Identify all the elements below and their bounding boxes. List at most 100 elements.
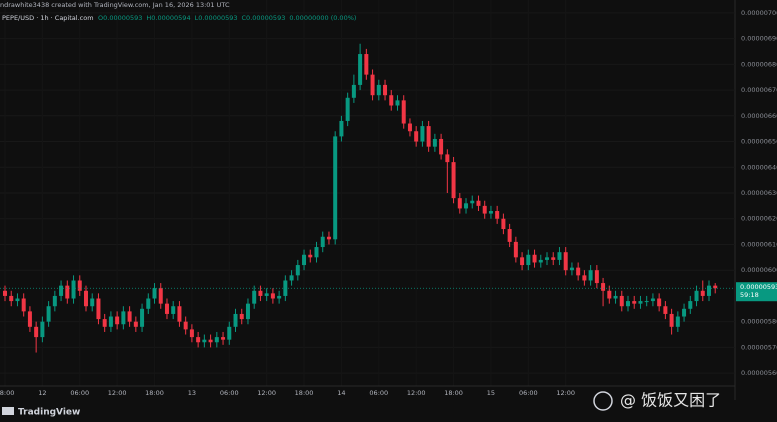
ohlc-value: H0.00000594 xyxy=(146,14,190,22)
candle-body xyxy=(339,120,344,137)
candle-body xyxy=(227,326,232,340)
candle-body xyxy=(108,316,113,327)
candle-body xyxy=(71,280,76,299)
candle-body xyxy=(171,306,176,314)
candle-body xyxy=(40,321,45,338)
candle-body xyxy=(9,295,14,302)
candle-body xyxy=(451,162,456,199)
candle-body xyxy=(102,319,107,327)
candle-body xyxy=(650,298,655,302)
candle-body xyxy=(364,54,369,75)
candle-body xyxy=(152,288,157,299)
candle-body xyxy=(127,311,132,322)
candle-body xyxy=(115,316,120,325)
watermark: @ 饭饭又困了 xyxy=(620,391,721,410)
candle-body xyxy=(644,301,649,303)
candle-body xyxy=(657,298,662,307)
ohlc-value: C0.00000593 xyxy=(242,14,286,22)
candle-body xyxy=(83,290,88,307)
y-tick-label: 0.00000620 xyxy=(741,215,777,223)
candle-body xyxy=(713,285,718,289)
candle-body xyxy=(183,321,188,330)
candle-body xyxy=(445,154,450,163)
candle-body xyxy=(77,280,82,291)
candle-body xyxy=(252,290,257,304)
candle-body xyxy=(121,311,126,325)
candle-body xyxy=(320,236,325,248)
x-tick-label: 06:00 xyxy=(220,389,239,397)
candle-body xyxy=(414,131,419,142)
candle-body xyxy=(569,267,574,271)
candle-body xyxy=(470,200,475,204)
x-tick-label: 06:00 xyxy=(70,389,89,397)
y-tick-label: 0.00000610 xyxy=(741,240,777,248)
y-tick-label: 0.00000700 xyxy=(741,9,777,17)
candle-body xyxy=(333,136,338,240)
candle-body xyxy=(420,126,425,142)
candle-body xyxy=(675,316,680,327)
candle-body xyxy=(426,126,431,147)
logo: TradingView xyxy=(18,408,80,418)
candle-body xyxy=(208,339,213,343)
y-tick-label: 0.00000570 xyxy=(741,343,777,351)
candle-body xyxy=(326,236,331,240)
candle-body xyxy=(233,313,238,327)
candle-body xyxy=(133,321,138,327)
candle-body xyxy=(545,257,550,260)
credit: andrawhite3438 created with TradingView.… xyxy=(0,1,230,9)
candle-body xyxy=(439,138,444,155)
candle-body xyxy=(669,313,674,327)
candle-body xyxy=(164,303,169,314)
candle-body xyxy=(401,100,406,124)
x-tick-label: 14 xyxy=(337,389,345,397)
candle-body xyxy=(476,200,481,206)
candle-body xyxy=(538,259,543,263)
y-tick-label: 0.00000630 xyxy=(741,189,777,197)
candle-body xyxy=(90,298,95,307)
candle-body xyxy=(59,285,64,296)
candle-body xyxy=(270,293,275,299)
candle-body xyxy=(158,288,163,304)
candle-body xyxy=(619,295,624,307)
candle-body xyxy=(314,247,319,258)
candle-body xyxy=(177,306,182,322)
x-tick-label: 13 xyxy=(188,389,196,397)
candle-body xyxy=(694,290,699,302)
candle-body xyxy=(582,275,587,281)
y-tick-label: 0.00000580 xyxy=(741,318,777,326)
candle-body xyxy=(464,203,469,209)
ohlc-value: L0.00000593 xyxy=(195,14,238,22)
logo-icon xyxy=(2,407,14,415)
candle-body xyxy=(52,295,57,307)
candle-body xyxy=(576,267,581,276)
candle-body xyxy=(245,303,250,320)
x-tick-label: 18:00 xyxy=(295,389,314,397)
candle-body xyxy=(146,298,151,309)
candle-body xyxy=(663,306,668,314)
x-tick-label: 18:00 xyxy=(0,389,14,397)
candle-body xyxy=(513,241,518,258)
candle-body xyxy=(607,290,612,299)
x-tick-label: 18:00 xyxy=(145,389,164,397)
candle-body xyxy=(520,257,525,266)
candle-body xyxy=(27,311,32,327)
candle-body xyxy=(457,198,462,209)
candle-body xyxy=(21,298,26,312)
candle-body xyxy=(501,218,506,230)
watermark-icon xyxy=(593,391,613,411)
candle-body xyxy=(34,326,39,338)
candle-body xyxy=(638,301,643,304)
y-tick-label: 0.00000660 xyxy=(741,112,777,120)
candle-body xyxy=(65,285,70,299)
candle-body xyxy=(15,298,20,302)
candle-body xyxy=(700,290,705,296)
candle-body xyxy=(358,54,363,85)
candle-body xyxy=(594,270,599,284)
candle-body xyxy=(351,84,356,98)
x-tick-label: 06:00 xyxy=(519,389,538,397)
candle-body xyxy=(526,254,531,266)
candle-body xyxy=(196,337,201,343)
candle-body xyxy=(557,252,562,260)
candle-body xyxy=(308,254,313,258)
